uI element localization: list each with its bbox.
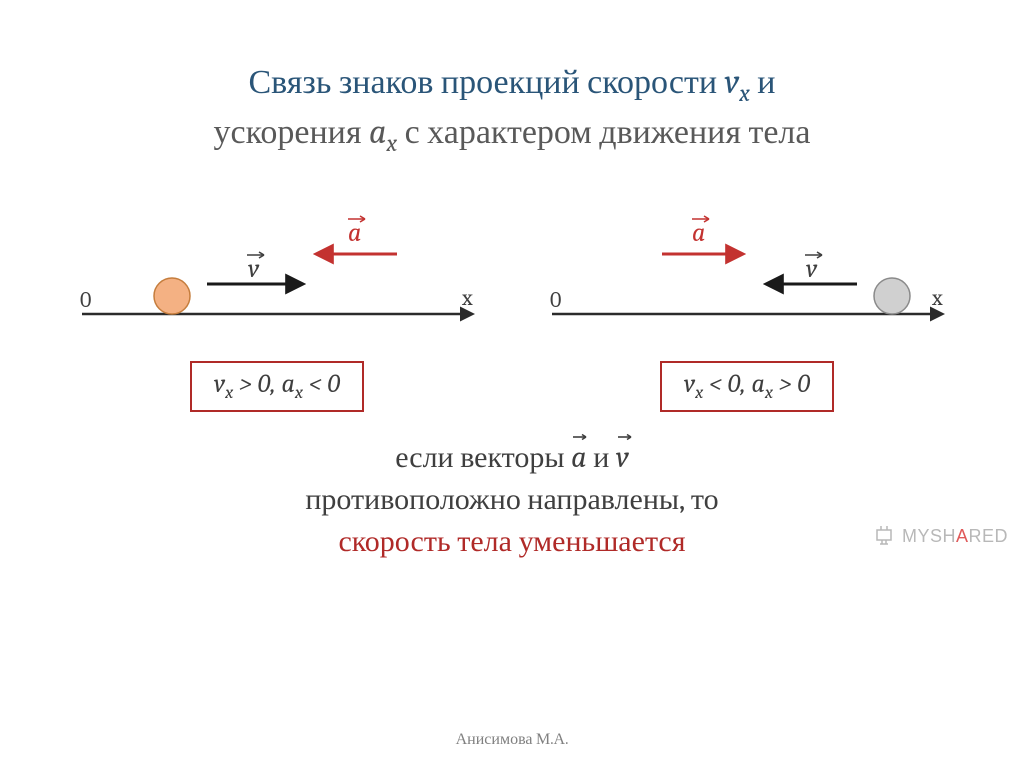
ineq-text: < 0, — [703, 369, 751, 399]
ineq-text: > 0 — [773, 369, 810, 399]
inequality-box-wrap: vx < 0, ax > 0 — [532, 361, 962, 411]
v-vector-label: v — [247, 252, 264, 284]
title-text: Связь знаков проекций скорости — [249, 62, 725, 102]
ineq-a: a — [751, 369, 764, 399]
title-text: и — [750, 62, 776, 102]
explanation-block: если векторы a и v противоположно направ… — [0, 437, 1024, 563]
ineq-a-sub: x — [295, 383, 303, 404]
inequality-box-wrap: vx > 0, ax < 0 — [62, 361, 492, 411]
title-a-symbol: a — [369, 112, 387, 152]
inequality-box: vx < 0, ax > 0 — [660, 361, 834, 411]
watermark-text-a: MYSH — [902, 526, 956, 546]
author-footer: Анисимова М.А. — [0, 730, 1024, 749]
zero-label: 0 — [80, 287, 91, 313]
title-v-symbol: v — [725, 62, 740, 102]
ineq-text: < 0 — [303, 369, 340, 399]
diagram-left-svg: 0 x v a — [62, 199, 492, 349]
slide: Связь знаков проекций скорости vx и уско… — [0, 0, 1024, 767]
svg-text:v: v — [806, 254, 818, 284]
a-vector-label: a — [692, 216, 709, 248]
a-vector-label: a — [348, 216, 365, 248]
diagrams-row: 0 x v a v x > 0, a x < 0 — [0, 199, 1024, 399]
svg-text:a: a — [348, 218, 361, 248]
watermark-text-c: RED — [968, 526, 1008, 546]
inequality-box: vx > 0, ax < 0 — [190, 361, 364, 411]
title-a-sub: x — [387, 130, 398, 157]
ineq-v: v — [684, 369, 695, 399]
explain-text: если векторы — [395, 440, 571, 475]
diagram-left: 0 x v a vx > 0, ax < 0 — [62, 199, 492, 399]
a-vector-inline: a — [571, 437, 586, 479]
svg-text:a: a — [692, 218, 705, 248]
slide-title: Связь знаков проекций скорости vx и уско… — [72, 60, 952, 159]
svg-text:v: v — [248, 254, 260, 284]
v-vector-inline: v — [616, 437, 629, 479]
ineq-text: > 0, — [233, 369, 281, 399]
x-label: x — [461, 285, 473, 311]
watermark: MYSHARED — [874, 524, 1008, 547]
ineq-a: a — [281, 369, 294, 399]
x-label: x — [931, 285, 943, 311]
title-text: с характером движения тела — [397, 112, 810, 152]
ineq-v: v — [214, 369, 225, 399]
explain-line1: если векторы a и v — [0, 437, 1024, 479]
diagram-right: 0 x v a vx < 0, ax > 0 — [532, 199, 962, 399]
watermark-text-b: A — [956, 526, 969, 546]
diagram-right-svg: 0 x v a — [532, 199, 962, 349]
ineq-a-sub: x — [765, 383, 773, 404]
explain-line3: скорость тела уменьшается — [0, 521, 1024, 563]
explain-line2: противоположно направлены, то — [0, 479, 1024, 521]
v-vector-label: v — [805, 252, 822, 284]
zero-label: 0 — [550, 287, 561, 313]
title-text: ускорения — [214, 112, 369, 152]
watermark-icon — [874, 524, 896, 546]
explain-text: и — [587, 440, 616, 475]
title-v-sub: x — [739, 80, 750, 107]
